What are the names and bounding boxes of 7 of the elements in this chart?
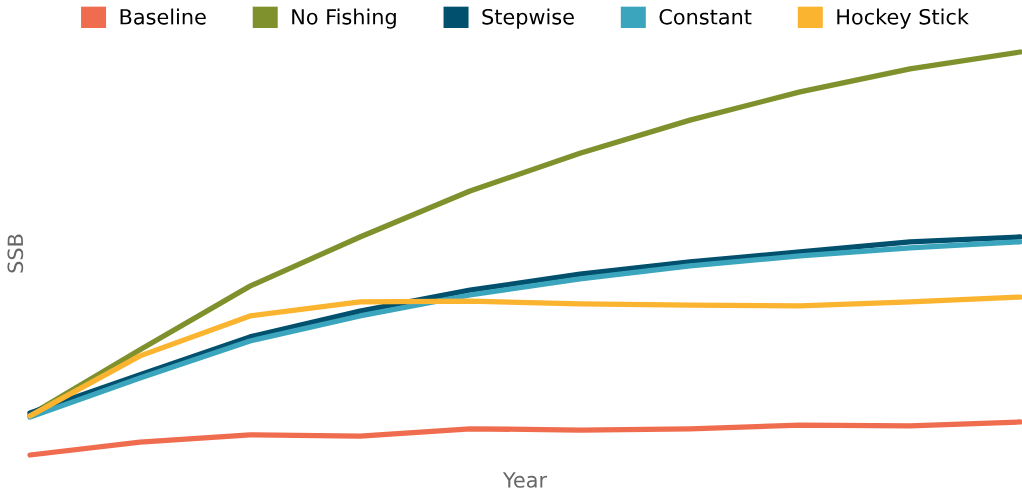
legend-label: Stepwise	[482, 8, 574, 29]
x-axis-title: Year	[502, 472, 548, 488]
legend-label: Hockey Stick	[837, 8, 969, 29]
legend-label: No Fishing	[292, 8, 396, 29]
legend-label: Constant	[659, 8, 752, 25]
y-axis-title: SSB	[7, 234, 24, 273]
legend-label: Baseline	[120, 8, 206, 25]
